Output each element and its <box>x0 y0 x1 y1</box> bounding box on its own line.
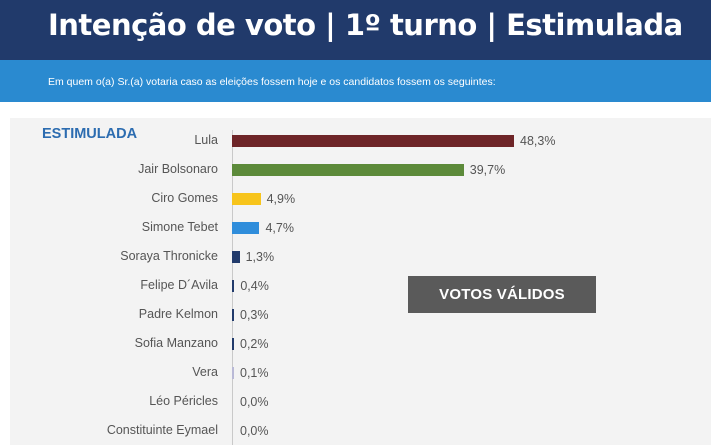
page-title: Intenção de voto | 1º turno | Estimulada <box>48 8 683 42</box>
title-band: Intenção de voto | 1º turno | Estimulada <box>0 0 711 60</box>
candidate-label: Lula <box>194 133 218 147</box>
candidate-label: Sofia Manzano <box>134 336 218 350</box>
bar <box>232 309 234 321</box>
value-label: 0,4% <box>240 279 269 293</box>
candidate-label: Soraya Thronicke <box>120 249 218 263</box>
candidate-label: Simone Tebet <box>141 220 218 234</box>
subtitle-band: Em quem o(a) Sr.(a) votaria caso as elei… <box>0 60 711 102</box>
header-gap <box>0 102 711 118</box>
value-label: 0,0% <box>240 424 269 438</box>
value-label: 0,3% <box>240 308 269 322</box>
bar <box>232 193 261 205</box>
candidate-label: Ciro Gomes <box>151 191 218 205</box>
candidate-label: Léo Péricles <box>149 394 218 408</box>
value-label: 48,3% <box>520 134 556 148</box>
value-label: 0,1% <box>240 366 269 380</box>
value-label: 4,9% <box>266 192 296 206</box>
bar <box>232 338 234 350</box>
bar <box>232 164 464 176</box>
question-text: Em quem o(a) Sr.(a) votaria caso as elei… <box>48 76 496 88</box>
bar <box>232 251 240 263</box>
bar <box>232 367 234 379</box>
bar <box>232 135 514 147</box>
value-label: 4,7% <box>265 221 294 235</box>
value-label: 39,7% <box>469 163 506 177</box>
candidate-label: Vera <box>192 365 218 379</box>
value-label: 1,3% <box>245 250 275 264</box>
section-label: ESTIMULADA <box>42 126 138 142</box>
bar <box>232 280 235 292</box>
value-label: 0,0% <box>240 395 269 409</box>
bar <box>232 222 260 234</box>
candidate-label: Padre Kelmon <box>138 307 218 321</box>
candidate-label: Felipe D´Avila <box>140 278 218 292</box>
candidate-label: Constituinte Eymael <box>106 423 218 437</box>
value-label: 0,2% <box>240 337 269 351</box>
votos-validos-badge: VOTOS VÁLIDOS <box>408 276 596 313</box>
candidate-label: Jair Bolsonaro <box>138 162 218 176</box>
